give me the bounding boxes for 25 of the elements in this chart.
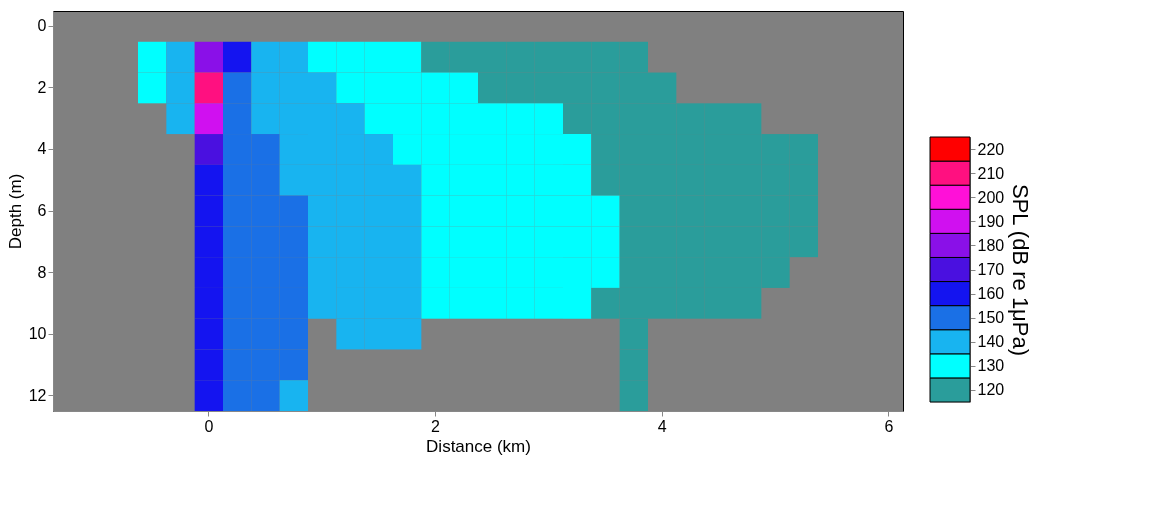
color-bar-label: 200 — [977, 188, 1005, 206]
color-bar-label: 160 — [977, 285, 1005, 303]
color-bar-label: 180 — [977, 236, 1005, 254]
x-tick-label: 4 — [657, 417, 667, 435]
x-tick-label: 6 — [884, 417, 894, 435]
color-bar-label: 210 — [977, 164, 1005, 182]
y-tick-label: 4 — [37, 140, 47, 158]
x-tick-label: 2 — [431, 417, 441, 435]
y-tick-label: 0 — [37, 17, 47, 35]
color-bar-label: 190 — [977, 212, 1005, 230]
x-axis-title: Distance (km) — [426, 436, 531, 456]
color-bar-label: 150 — [977, 309, 1005, 327]
y-tick-label: 10 — [28, 325, 47, 343]
y-tick-label: 8 — [37, 263, 47, 281]
y-tick-label: 6 — [37, 202, 47, 219]
x-tick-label: 0 — [204, 417, 214, 435]
y-tick-label: 12 — [28, 386, 47, 404]
y-axis-title: Depth (m) — [5, 173, 25, 250]
color-bar-label: 140 — [977, 333, 1005, 351]
color-bar-label: 130 — [977, 357, 1005, 375]
color-bar-title: SPL (dB re 1μPa) — [1008, 183, 1034, 357]
color-bar-label: 120 — [977, 381, 1005, 399]
y-tick-label: 2 — [37, 78, 47, 96]
color-bar-label: 220 — [977, 140, 1005, 158]
color-bar-label: 170 — [977, 261, 1005, 278]
